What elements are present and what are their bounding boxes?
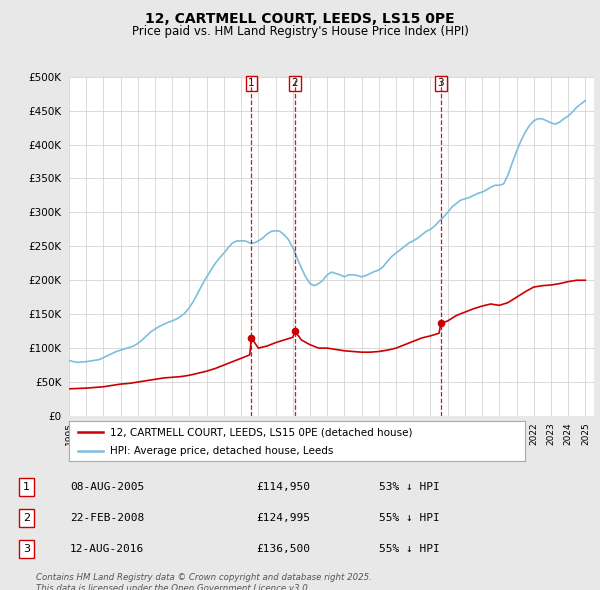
Text: 22-FEB-2008: 22-FEB-2008 <box>70 513 145 523</box>
Text: Contains HM Land Registry data © Crown copyright and database right 2025.
This d: Contains HM Land Registry data © Crown c… <box>36 573 372 590</box>
Text: 3: 3 <box>437 78 444 88</box>
Text: Price paid vs. HM Land Registry's House Price Index (HPI): Price paid vs. HM Land Registry's House … <box>131 25 469 38</box>
Text: 1: 1 <box>248 78 255 88</box>
Text: £136,500: £136,500 <box>256 544 310 553</box>
Text: 3: 3 <box>23 544 30 553</box>
Text: 12-AUG-2016: 12-AUG-2016 <box>70 544 145 553</box>
Text: 12, CARTMELL COURT, LEEDS, LS15 0PE (detached house): 12, CARTMELL COURT, LEEDS, LS15 0PE (det… <box>110 427 413 437</box>
Text: 2: 2 <box>23 513 30 523</box>
Text: 2: 2 <box>292 78 298 88</box>
Text: 55% ↓ HPI: 55% ↓ HPI <box>379 544 439 553</box>
Text: 1: 1 <box>23 482 30 491</box>
Text: £114,950: £114,950 <box>256 482 310 491</box>
Text: 53% ↓ HPI: 53% ↓ HPI <box>379 482 439 491</box>
Text: 08-AUG-2005: 08-AUG-2005 <box>70 482 145 491</box>
Text: 12, CARTMELL COURT, LEEDS, LS15 0PE: 12, CARTMELL COURT, LEEDS, LS15 0PE <box>145 12 455 26</box>
Text: HPI: Average price, detached house, Leeds: HPI: Average price, detached house, Leed… <box>110 445 334 455</box>
Text: 55% ↓ HPI: 55% ↓ HPI <box>379 513 439 523</box>
Text: £124,995: £124,995 <box>256 513 310 523</box>
